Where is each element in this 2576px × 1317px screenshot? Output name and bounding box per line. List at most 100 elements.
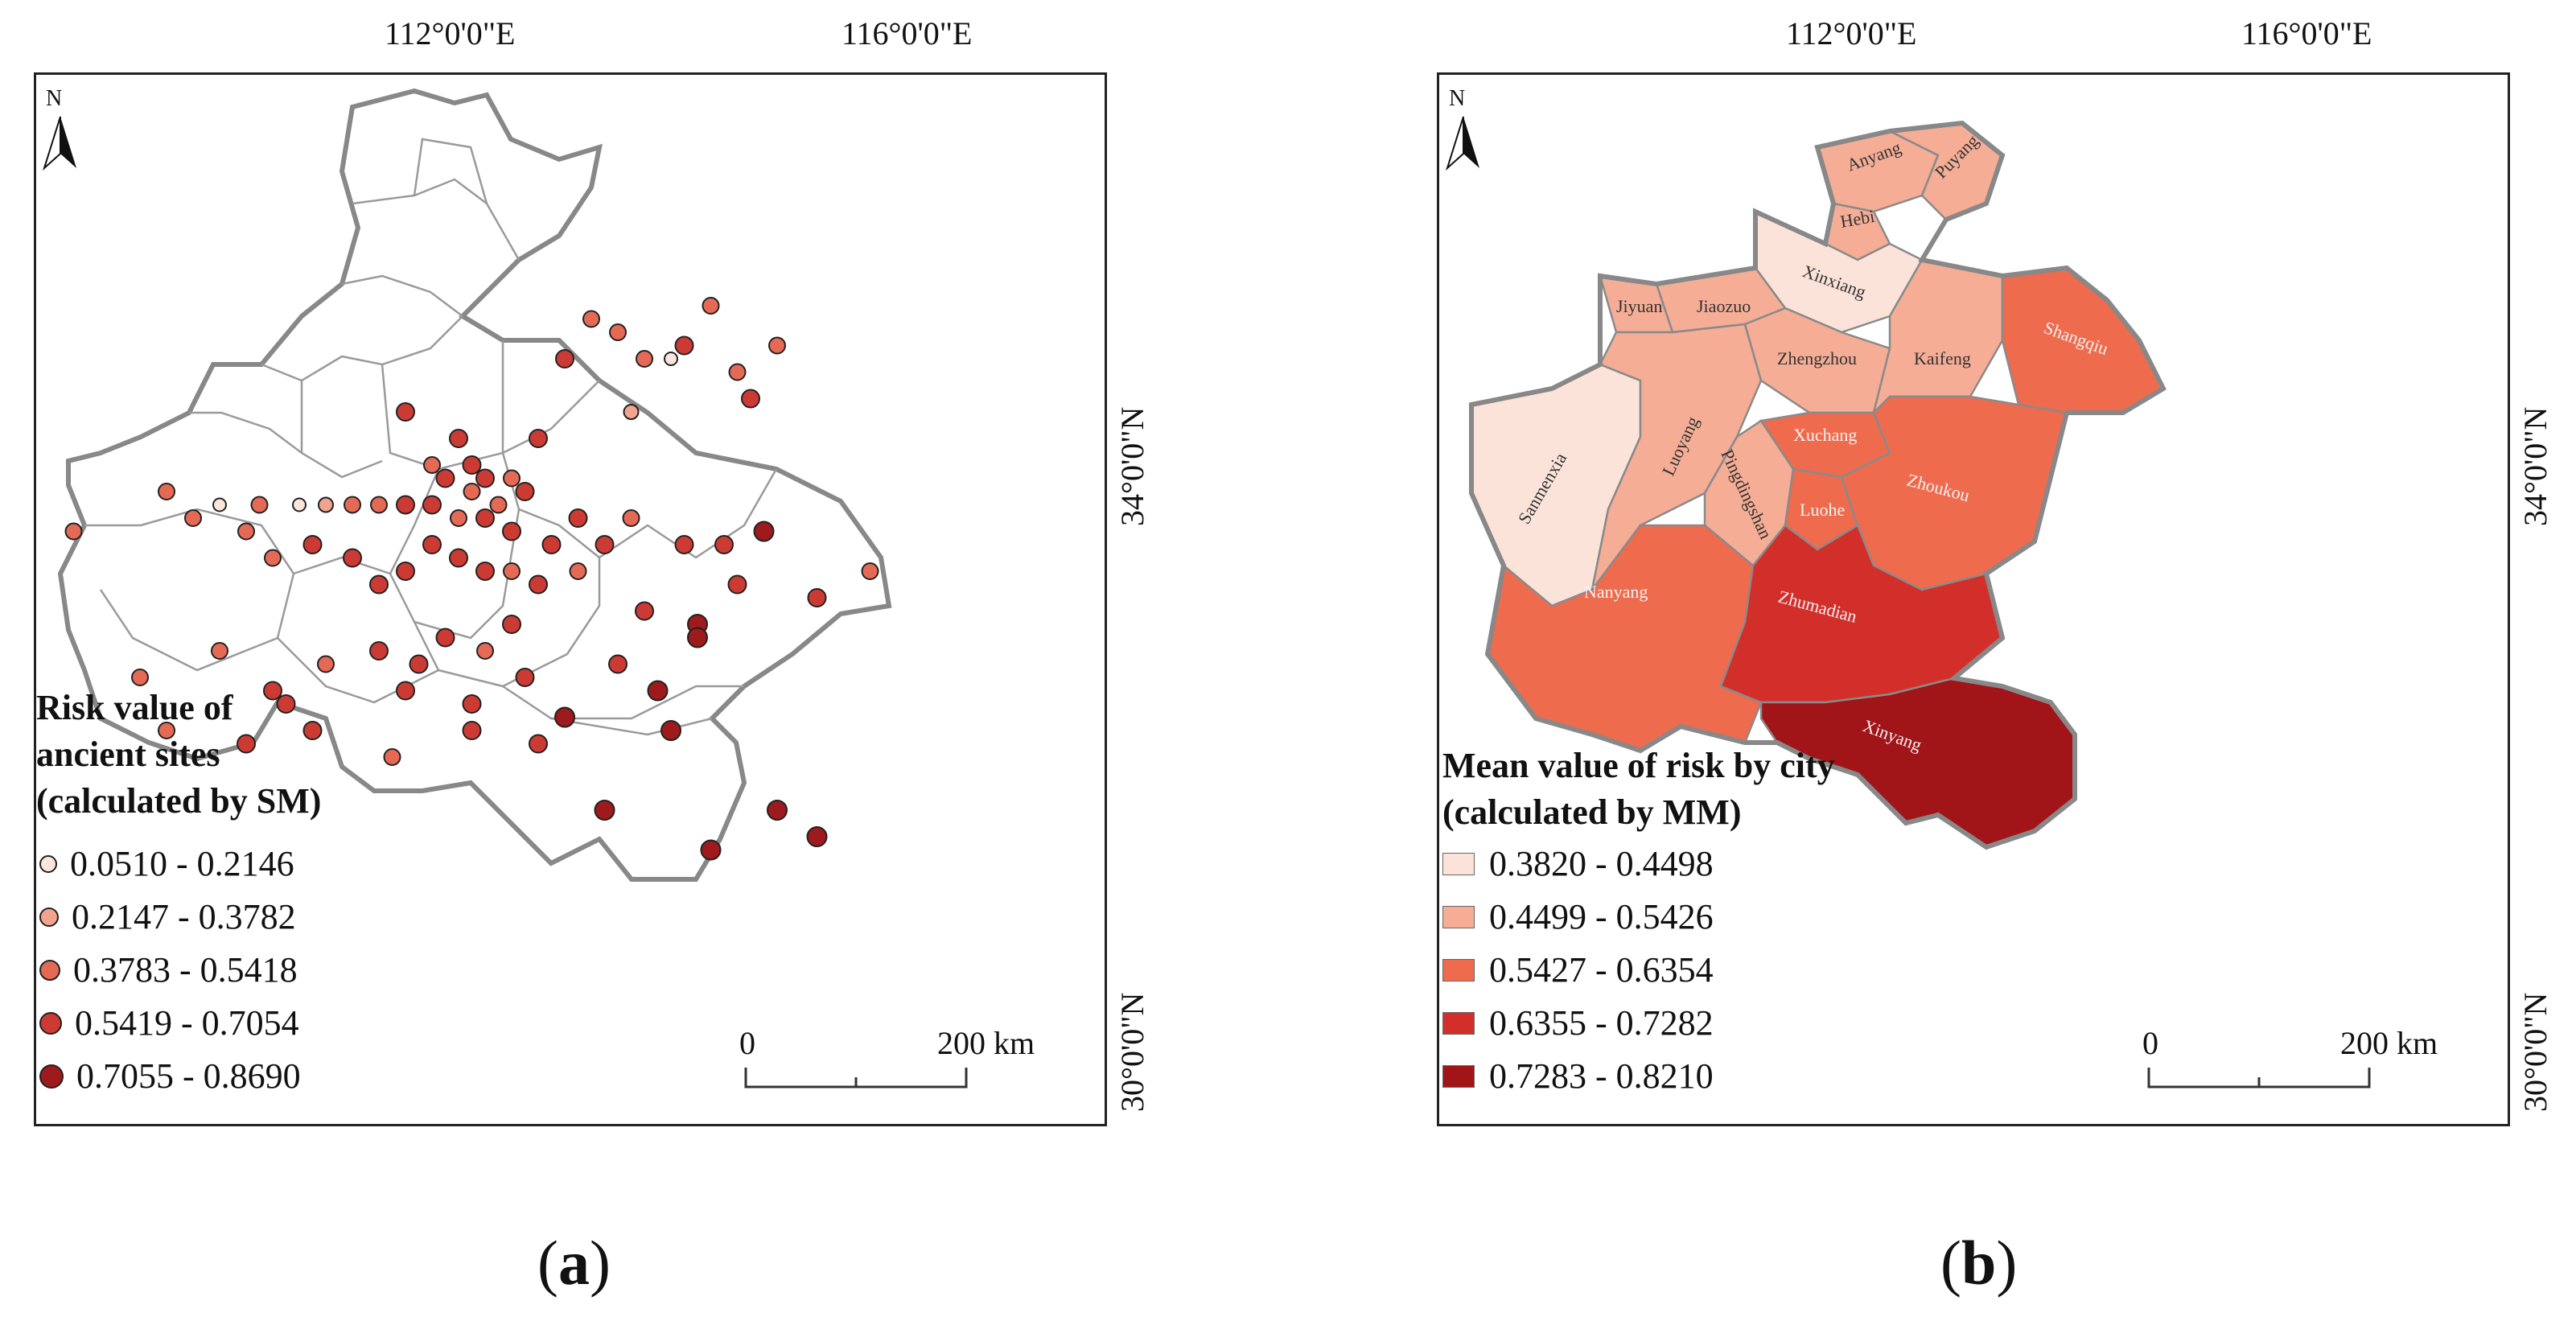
site-marker bbox=[700, 839, 722, 861]
site-marker bbox=[158, 722, 175, 739]
legend-title-b-line2: (calculated by MM) bbox=[1442, 792, 1742, 832]
site-marker bbox=[302, 721, 323, 740]
site-marker bbox=[741, 389, 760, 409]
site-marker bbox=[237, 522, 255, 541]
site-marker bbox=[264, 549, 282, 567]
site-marker bbox=[462, 694, 482, 714]
caption-b-letter: b bbox=[1961, 1228, 1997, 1298]
legend-swatch-a-1 bbox=[39, 907, 59, 927]
site-marker bbox=[396, 495, 415, 515]
site-marker bbox=[529, 734, 548, 754]
site-marker bbox=[237, 734, 256, 754]
site-marker bbox=[623, 404, 640, 420]
caption-b-close: ) bbox=[1996, 1228, 2018, 1298]
site-marker bbox=[806, 826, 828, 847]
site-marker bbox=[647, 680, 669, 702]
site-marker bbox=[608, 654, 628, 674]
site-marker bbox=[396, 562, 415, 581]
site-marker bbox=[622, 509, 640, 527]
map-panel-b: Anyang Hebi Puyang Xinxiang Jiaozuo Jiyu… bbox=[1437, 72, 2510, 1126]
site-marker bbox=[462, 721, 482, 740]
site-marker bbox=[687, 627, 708, 648]
legend-item-b-3: 0.6355 - 0.7282 bbox=[1442, 1002, 1714, 1043]
caption-a: (a) bbox=[537, 1227, 611, 1299]
site-marker bbox=[768, 336, 786, 355]
legend-swatch-b-1 bbox=[1442, 905, 1475, 928]
legend-title-b: Mean value of risk by city (calculated b… bbox=[1442, 743, 1835, 836]
city-label-jiyuan: Jiyuan bbox=[1616, 296, 1662, 316]
site-marker bbox=[158, 483, 175, 500]
caption-a-close: ) bbox=[589, 1228, 611, 1298]
legend-swatch-b-4 bbox=[1442, 1064, 1475, 1088]
site-marker bbox=[529, 429, 548, 448]
site-marker bbox=[276, 694, 296, 714]
site-marker bbox=[475, 508, 495, 528]
legend-title-a-line3: (calculated by SM) bbox=[36, 781, 322, 821]
city-label-luohe: Luohe bbox=[1800, 500, 1845, 520]
scale-bar-a bbox=[744, 1068, 968, 1089]
site-marker bbox=[423, 456, 441, 474]
site-marker bbox=[449, 429, 468, 448]
site-marker bbox=[317, 655, 335, 673]
site-marker bbox=[569, 562, 587, 580]
site-marker bbox=[131, 669, 149, 686]
site-marker bbox=[555, 349, 574, 368]
legend-label-a-0: 0.0510 - 0.2146 bbox=[70, 844, 294, 883]
scale-end-a: 200 km bbox=[937, 1025, 1035, 1061]
site-marker bbox=[582, 310, 600, 328]
site-marker bbox=[184, 509, 202, 527]
site-marker bbox=[568, 508, 588, 528]
caption-b: (b) bbox=[1940, 1227, 2017, 1299]
site-marker bbox=[727, 574, 747, 595]
site-marker bbox=[475, 562, 495, 581]
legend-title-a-line2: ancient sites bbox=[36, 735, 220, 774]
site-marker bbox=[664, 352, 678, 366]
legend-title-a-line1: Risk value of bbox=[36, 688, 233, 727]
site-marker bbox=[489, 496, 508, 514]
site-marker bbox=[674, 535, 694, 554]
city-label-nanyang: Nanyang bbox=[1584, 582, 1648, 602]
site-marker bbox=[861, 562, 879, 580]
legend-item-b-2: 0.5427 - 0.6354 bbox=[1442, 949, 1714, 990]
site-marker bbox=[211, 642, 228, 660]
lon-label-116-b: 116°0'0"E bbox=[2241, 15, 2372, 51]
site-marker bbox=[660, 720, 681, 741]
legend-swatch-b-3 bbox=[1442, 1011, 1475, 1035]
site-marker bbox=[541, 535, 562, 554]
north-arrow-icon bbox=[1445, 116, 1479, 171]
site-marker bbox=[595, 535, 615, 554]
site-marker bbox=[807, 588, 827, 607]
legend-swatch-b-0 bbox=[1442, 852, 1475, 875]
scale-bar-b bbox=[2147, 1068, 2371, 1089]
site-marker bbox=[343, 548, 362, 568]
site-marker bbox=[292, 497, 307, 512]
site-marker bbox=[435, 628, 455, 648]
legend-label-b-4: 0.7283 - 0.8210 bbox=[1489, 1056, 1714, 1096]
site-marker bbox=[515, 668, 535, 687]
legend-label-b-1: 0.4499 - 0.5426 bbox=[1489, 897, 1714, 936]
legend-label-b-2: 0.5427 - 0.6354 bbox=[1489, 950, 1714, 990]
site-marker bbox=[476, 642, 494, 660]
scale-start-a: 0 bbox=[739, 1025, 755, 1061]
site-marker bbox=[502, 615, 521, 634]
legend-item-b-1: 0.4499 - 0.5426 bbox=[1442, 896, 1714, 937]
city-label-xuchang: Xuchang bbox=[1793, 425, 1857, 445]
legend-label-b-3: 0.6355 - 0.7282 bbox=[1489, 1003, 1714, 1043]
legend-title-b-line1: Mean value of risk by city bbox=[1442, 746, 1835, 785]
legend-swatch-a-0 bbox=[39, 854, 57, 873]
site-marker bbox=[674, 335, 694, 356]
site-marker bbox=[422, 535, 442, 554]
lat-label-30-b: 30°0'0"N bbox=[2517, 992, 2553, 1112]
site-marker bbox=[369, 641, 389, 661]
site-marker bbox=[503, 562, 521, 580]
legend-swatch-a-4 bbox=[39, 1064, 64, 1089]
site-marker bbox=[635, 601, 654, 621]
site-marker bbox=[64, 522, 83, 541]
legend-item-a-0: 0.0510 - 0.2146 bbox=[39, 843, 294, 884]
site-marker bbox=[409, 654, 429, 674]
legend-label-a-3: 0.5419 - 0.7054 bbox=[75, 1003, 299, 1043]
caption-a-letter: a bbox=[558, 1228, 590, 1298]
site-marker bbox=[728, 363, 747, 381]
legend-label-a-4: 0.7055 - 0.8690 bbox=[76, 1056, 301, 1096]
lon-label-112-b: 112°0'0"E bbox=[1786, 15, 1917, 51]
